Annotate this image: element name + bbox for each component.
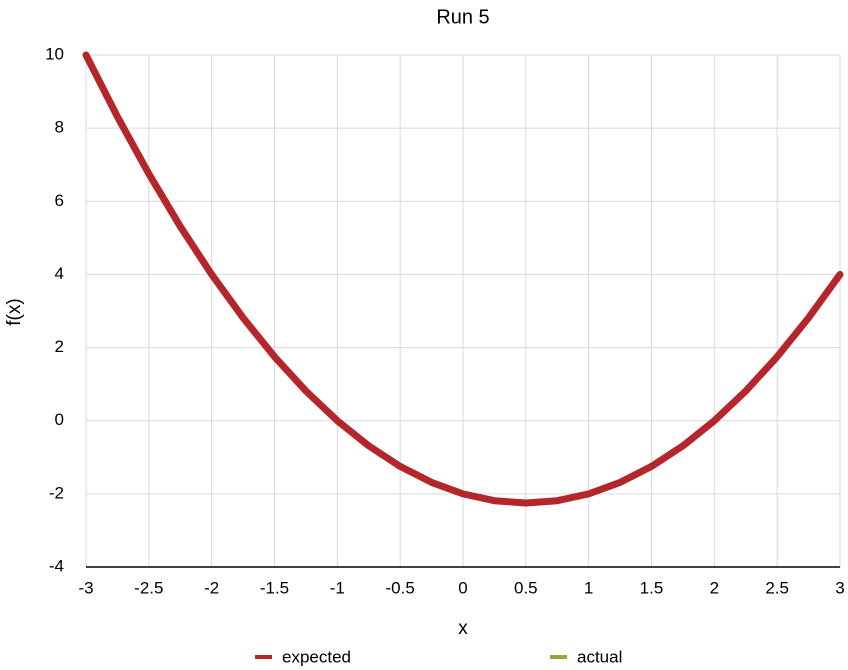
x-tick-label: -2 — [204, 578, 219, 597]
x-tick-label: 1.5 — [640, 578, 664, 597]
y-tick-label: 4 — [55, 264, 64, 283]
y-axis-title: f(x) — [4, 298, 25, 325]
x-tick-label: -1 — [330, 578, 345, 597]
chart-title: Run 5 — [436, 6, 489, 28]
x-tick-label: 1 — [584, 578, 593, 597]
y-tick-label: -2 — [49, 483, 64, 502]
x-tick-label: 2 — [710, 578, 719, 597]
x-tick-label: -1.5 — [260, 578, 289, 597]
series-line — [82, 51, 844, 507]
y-tick-label: 0 — [55, 410, 64, 429]
x-tick-label: 3 — [835, 578, 844, 597]
x-tick-label: -3 — [78, 578, 93, 597]
x-tick-label: 0 — [458, 578, 467, 597]
y-tick-label: 8 — [55, 118, 64, 137]
x-tick-label: 0.5 — [514, 578, 538, 597]
x-axis-title: x — [458, 618, 468, 639]
x-tick-label: 2.5 — [765, 578, 789, 597]
legend-label: actual — [577, 647, 622, 666]
x-tick-label: -2.5 — [134, 578, 163, 597]
y-tick-label: 10 — [45, 44, 64, 63]
legend-label: expected — [282, 647, 351, 666]
y-tick-label: 6 — [55, 191, 64, 210]
x-tick-label: -0.5 — [386, 578, 415, 597]
y-tick-label: 2 — [55, 337, 64, 356]
y-tick-label: -4 — [49, 556, 64, 575]
